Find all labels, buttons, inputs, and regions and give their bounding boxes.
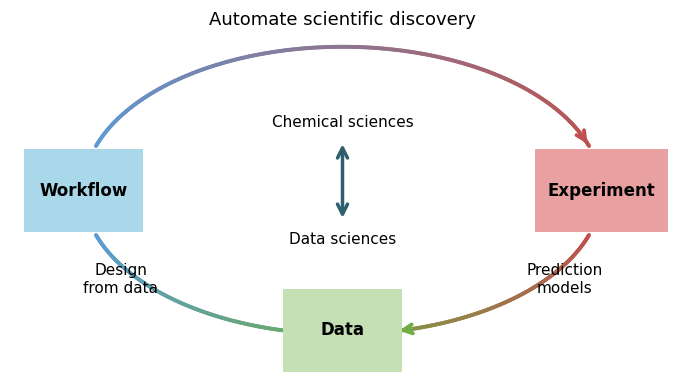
Text: Chemical sciences: Chemical sciences <box>272 115 413 130</box>
Text: Data sciences: Data sciences <box>289 232 396 247</box>
FancyBboxPatch shape <box>23 149 143 232</box>
Text: Experiment: Experiment <box>548 181 656 200</box>
Text: Prediction
models: Prediction models <box>526 263 602 296</box>
Text: Data: Data <box>321 322 364 339</box>
Text: Workflow: Workflow <box>39 181 127 200</box>
Text: Design
from data: Design from data <box>84 263 158 296</box>
Text: Automate scientific discovery: Automate scientific discovery <box>209 11 476 29</box>
FancyBboxPatch shape <box>535 149 669 232</box>
FancyBboxPatch shape <box>283 289 402 372</box>
